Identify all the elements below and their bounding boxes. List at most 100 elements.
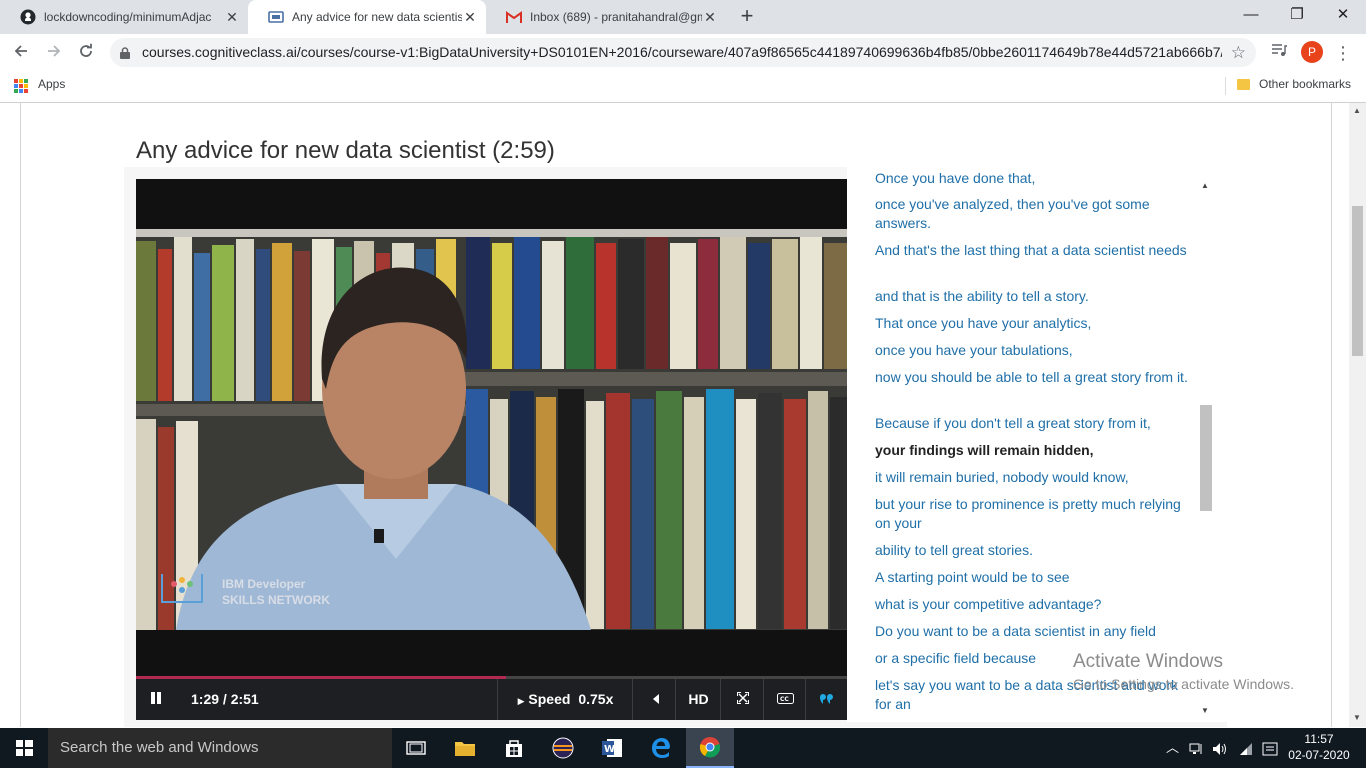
transcript-line[interactable]: or a specific field because	[875, 650, 1037, 666]
transcript-line[interactable]: Do you want to be a data scientist in an…	[875, 623, 1156, 639]
page-scroll-up-icon[interactable]: ▲	[1353, 106, 1361, 115]
new-tab-button[interactable]: +	[740, 3, 754, 28]
ibm-skills-overlay: IBM Developer SKILLS NETWORK	[222, 576, 330, 608]
close-window-button[interactable]: ✕	[1336, 6, 1350, 23]
task-view-icon[interactable]	[392, 728, 440, 768]
video-control-bar: 1:29 / 2:51 ▶ Speed 0.75x HD CC	[136, 679, 847, 720]
page-scroll-thumb[interactable]	[1352, 206, 1363, 356]
address-bar[interactable]: courses.cognitiveclass.ai/courses/course…	[110, 38, 1256, 67]
close-tab-icon[interactable]: ✕	[226, 8, 238, 25]
fullscreen-icon[interactable]	[720, 679, 764, 720]
back-arrow-icon[interactable]	[8, 40, 34, 66]
transcript-line-current[interactable]: your findings will remain hidden,	[875, 442, 1094, 458]
svg-text:CC: CC	[780, 696, 789, 703]
profile-avatar[interactable]: P	[1301, 41, 1323, 63]
notifications-icon[interactable]	[1262, 728, 1278, 768]
clock-date: 02-07-2020	[1288, 748, 1350, 762]
transcript-line[interactable]: That once you have your analytics,	[875, 315, 1092, 331]
transcript-scrollbar[interactable]: ▲ ▼	[1199, 179, 1212, 720]
speed-control[interactable]: ▶ Speed 0.75x	[497, 679, 633, 720]
windows-taskbar: Search the web and Windows W ︿ 11:57 02-…	[0, 728, 1366, 768]
media-playlist-icon[interactable]	[1266, 40, 1292, 66]
transcript-line[interactable]: Because if you don't tell a great story …	[875, 415, 1151, 431]
store-icon[interactable]	[490, 728, 538, 768]
course-page: Any advice for new data scientist (2:59)	[0, 103, 1366, 727]
tab-strip: lockdowncoding/minimumAdjac ✕ Any advice…	[0, 0, 1366, 34]
ibm-skills-logo-icon	[160, 570, 204, 606]
close-tab-icon[interactable]: ✕	[704, 8, 716, 25]
transcript-toggle-icon[interactable]	[805, 679, 847, 720]
transcript-line[interactable]: once you've analyzed, then you've got so…	[875, 196, 1150, 231]
gmail-icon	[506, 9, 522, 25]
tab-gmail[interactable]: Inbox (689) - pranitahandral@gm ✕	[486, 0, 726, 34]
speed-value: 0.75x	[578, 691, 614, 707]
close-tab-icon[interactable]: ✕	[464, 8, 476, 25]
transcript-line[interactable]: it will remain buried, nobody would know…	[875, 469, 1129, 485]
page-scrollbar[interactable]: ▲ ▼	[1349, 103, 1366, 727]
eclipse-icon[interactable]	[539, 728, 587, 768]
windows-start-icon[interactable]	[0, 728, 48, 768]
forward-arrow-icon[interactable]	[41, 40, 67, 66]
maximize-button[interactable]: ❐	[1290, 6, 1304, 23]
transcript-line[interactable]: ability to tell great stories.	[875, 542, 1033, 558]
bookshelf-scene	[136, 229, 847, 630]
video-time: 1:29 / 2:51	[191, 691, 259, 707]
bookmark-star-icon[interactable]: ☆	[1230, 43, 1246, 62]
transcript-line[interactable]: Once you have done that,	[875, 170, 1036, 186]
tab-github[interactable]: lockdowncoding/minimumAdjac ✕	[0, 0, 248, 34]
show-hidden-icons-icon[interactable]: ︿	[1166, 740, 1180, 755]
transcript-line[interactable]: but your rise to prominence is pretty mu…	[875, 496, 1181, 531]
chrome-icon[interactable]	[686, 728, 734, 768]
page-title: Any advice for new data scientist (2:59)	[136, 137, 555, 164]
pause-icon[interactable]	[146, 679, 166, 720]
other-bookmarks[interactable]: Other bookmarks	[1259, 77, 1352, 91]
overlay-brand-line1: IBM Developer	[222, 577, 306, 591]
word-icon[interactable]: W	[588, 728, 636, 768]
transcript-line[interactable]: let's say you want to be a data scientis…	[875, 677, 1179, 712]
transcript-line[interactable]: once you have your tabulations,	[875, 342, 1073, 358]
bookmark-divider	[1225, 77, 1226, 95]
clock-time: 11:57	[1304, 732, 1334, 746]
browser-toolbar: courses.cognitiveclass.ai/courses/course…	[0, 34, 1366, 71]
volume-tray-icon[interactable]	[1212, 728, 1228, 768]
apps-grid-icon[interactable]	[14, 79, 28, 93]
lock-icon	[120, 46, 130, 59]
video-frame[interactable]: IBM Developer SKILLS NETWORK	[136, 229, 847, 630]
video-progress-bar[interactable]	[136, 676, 847, 680]
folder-icon	[1237, 79, 1250, 90]
transcript-panel[interactable]: Once you have done that, once you've ana…	[847, 167, 1227, 722]
taskbar-clock[interactable]: 11:57 02-07-2020	[1285, 731, 1353, 763]
transcript-scroll-thumb[interactable]	[1200, 405, 1212, 511]
page-scroll-down-icon[interactable]: ▼	[1353, 713, 1361, 722]
edge-icon[interactable]	[637, 728, 685, 768]
transcript-line[interactable]: what is your competitive advantage?	[875, 596, 1102, 612]
tab-course-video[interactable]: Any advice for new data scientist ✕	[248, 0, 486, 34]
hd-button[interactable]: HD	[675, 679, 721, 720]
taskbar-search-box[interactable]: Search the web and Windows	[48, 728, 392, 768]
svg-text:W: W	[604, 744, 615, 755]
apps-bookmark[interactable]: Apps	[38, 77, 66, 91]
tab-title: Any advice for new data scientist	[292, 10, 462, 24]
speed-label: Speed	[528, 691, 571, 707]
volume-icon[interactable]	[632, 679, 676, 720]
minimize-button[interactable]: —	[1243, 6, 1259, 23]
cognitive-class-icon	[268, 9, 284, 25]
taskbar-search-placeholder: Search the web and Windows	[60, 739, 259, 756]
transcript-line[interactable]: A starting point would be to see	[875, 569, 1070, 585]
caret-right-icon: ▶	[517, 696, 525, 706]
scroll-down-arrow-icon[interactable]: ▼	[1201, 706, 1209, 715]
file-explorer-icon[interactable]	[441, 728, 489, 768]
video-progress-fill	[136, 676, 506, 680]
scroll-up-arrow-icon[interactable]: ▲	[1201, 181, 1209, 190]
menu-kebab-icon[interactable]: ⋮	[1334, 43, 1352, 63]
transcript-line[interactable]: And that's the last thing that a data sc…	[875, 242, 1187, 258]
wifi-icon[interactable]	[1238, 728, 1254, 768]
video-player[interactable]: IBM Developer SKILLS NETWORK 1:29 / 2:51…	[136, 179, 847, 720]
transcript-line[interactable]: now you should be able to tell a great s…	[875, 369, 1188, 385]
github-icon	[20, 9, 36, 25]
activate-windows-title: Activate Windows	[1073, 651, 1223, 672]
closed-captions-icon[interactable]: CC	[763, 679, 806, 720]
network-share-icon[interactable]	[1189, 728, 1205, 768]
reload-icon[interactable]	[73, 40, 99, 66]
transcript-line[interactable]: and that is the ability to tell a story.	[875, 288, 1089, 304]
